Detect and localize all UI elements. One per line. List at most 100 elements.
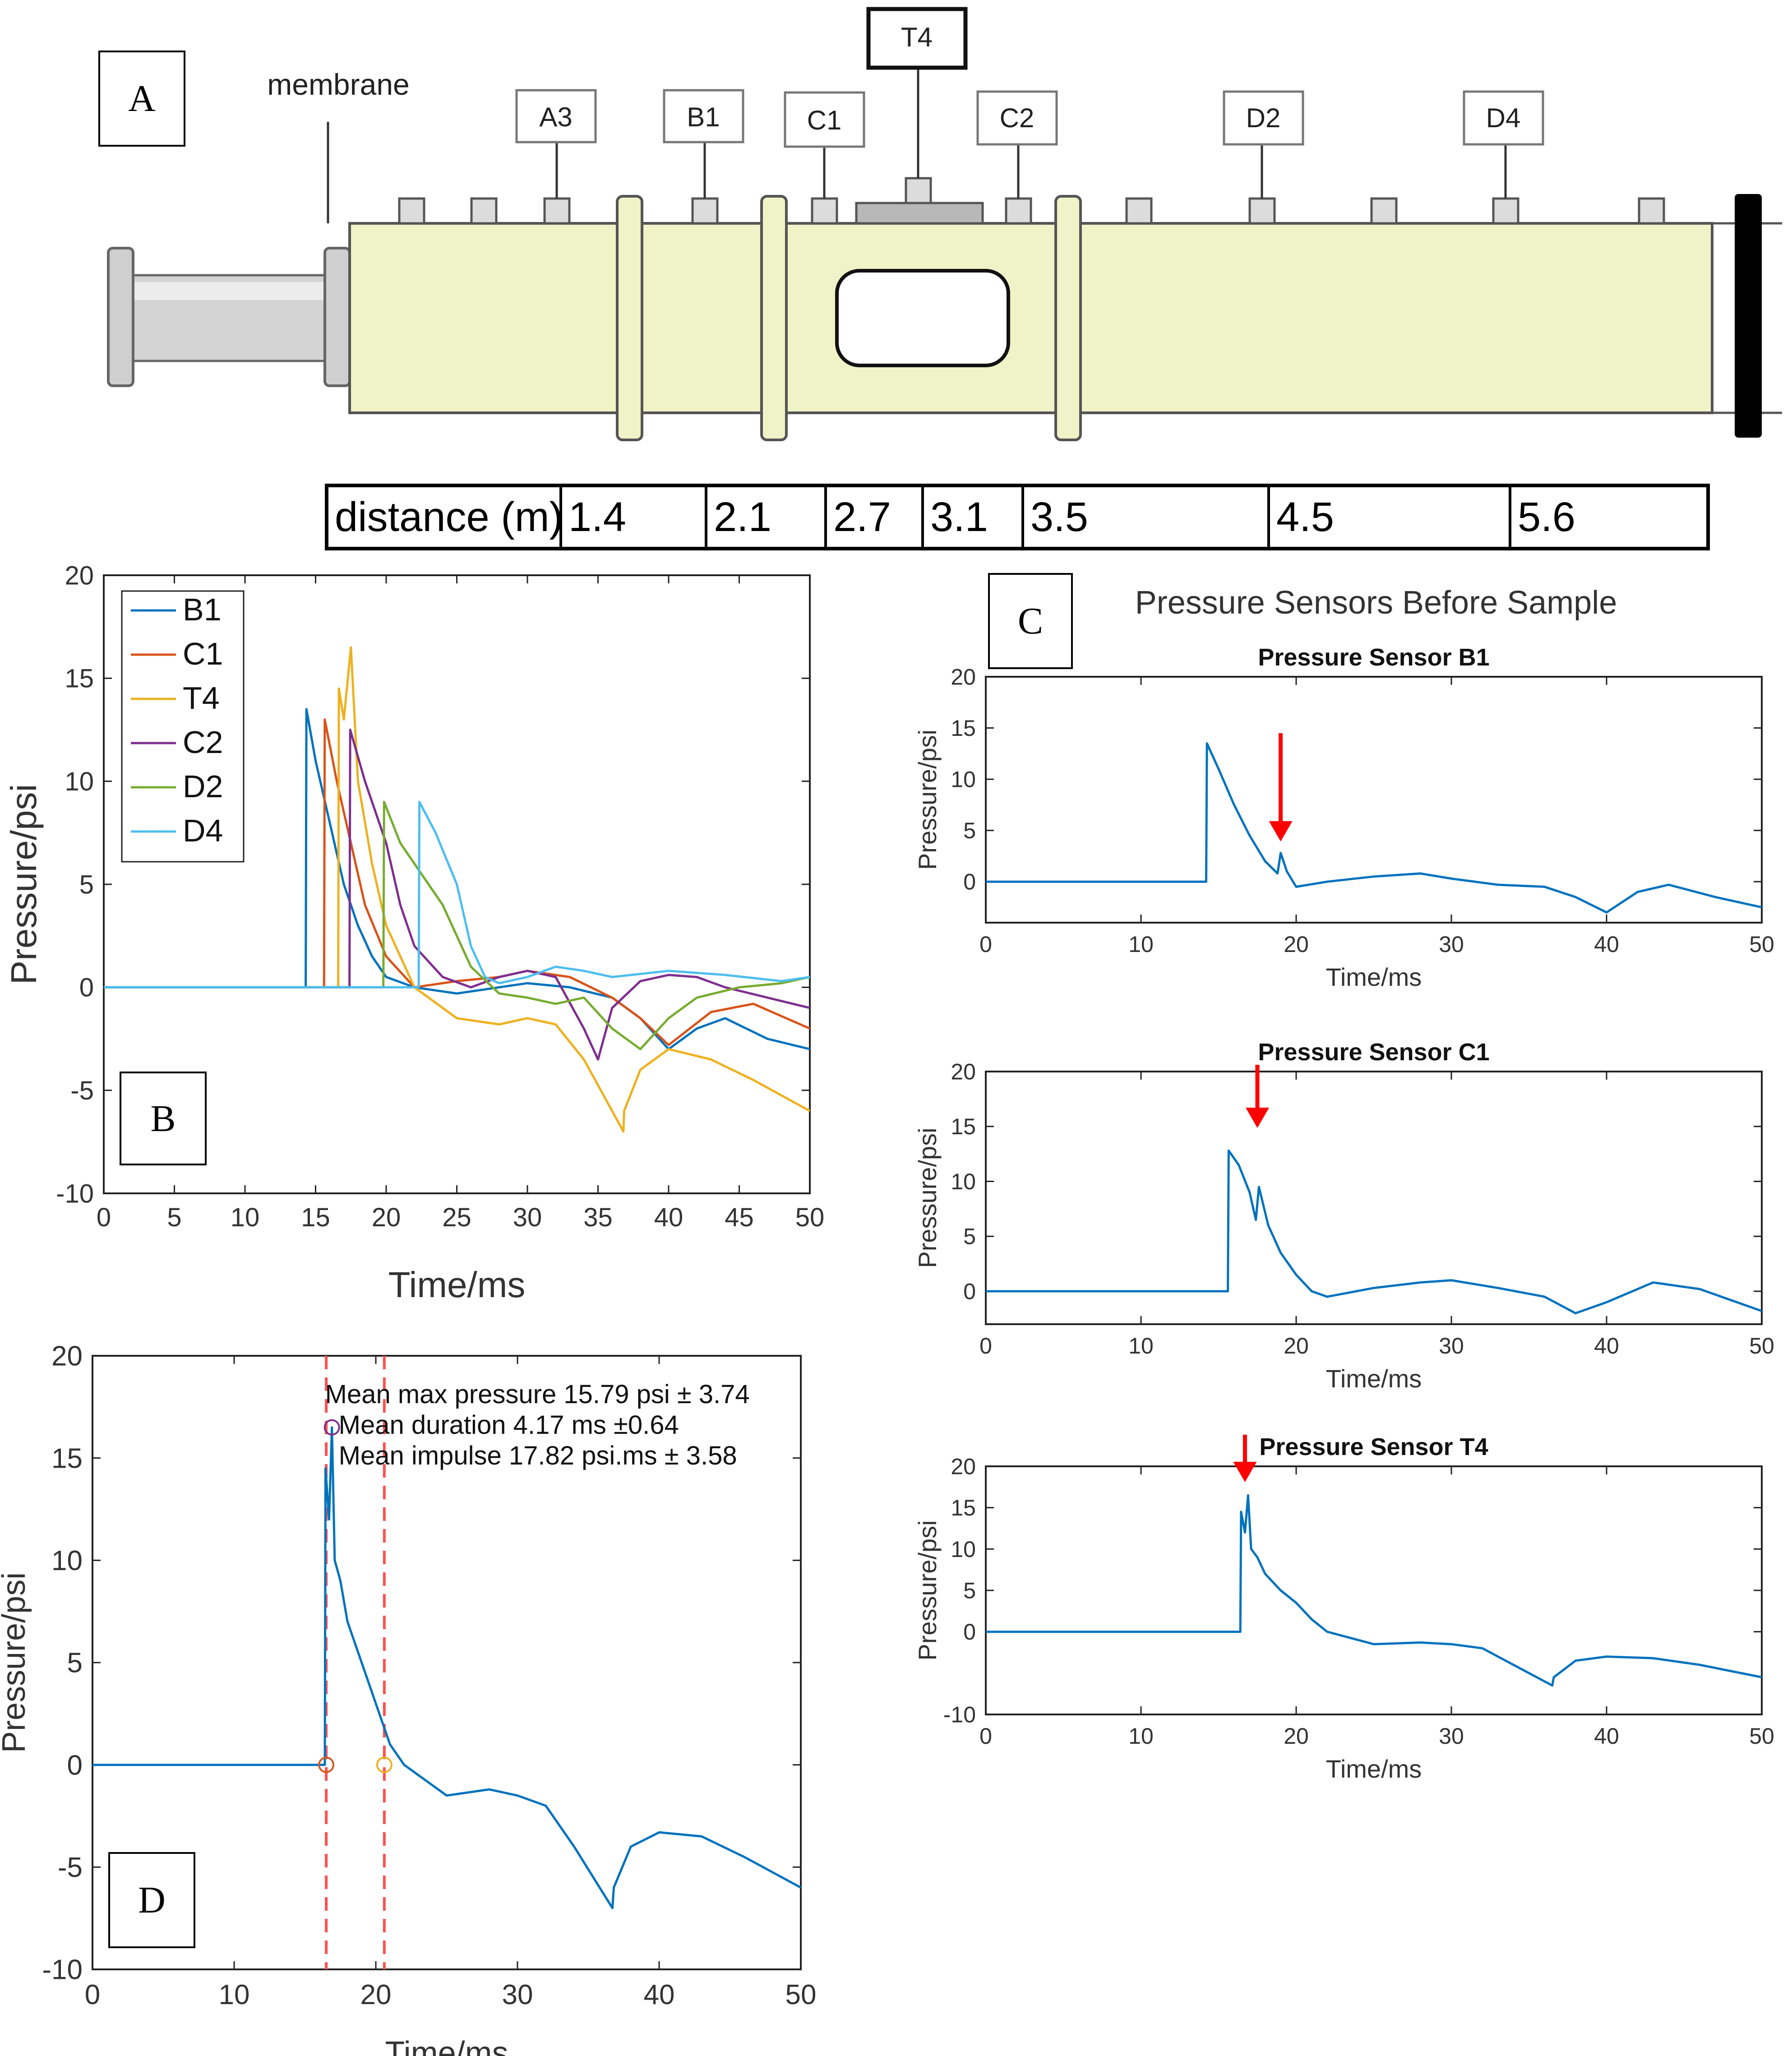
arrow-head [1246, 1108, 1269, 1128]
x-tick-label: 30 [1439, 1723, 1464, 1749]
x-tick-label: 50 [1749, 1333, 1774, 1358]
y-tick-label: 20 [51, 1341, 83, 1372]
y-tick-label: 5 [963, 1224, 976, 1249]
y-tick-label: 0 [67, 1750, 83, 1781]
gauge-c1 [811, 197, 838, 225]
sensor-box-a3 [515, 89, 597, 143]
y-tick-label: 15 [51, 1443, 83, 1474]
distance-value-2: 2.1 [707, 487, 827, 547]
x-tick-label: 50 [785, 1979, 817, 2010]
stats-annotation: Mean impulse 17.82 psi.ms ± 3.58 [339, 1441, 737, 1470]
y-axis-label: Pressure/psi [913, 730, 942, 870]
x-tick-label: 40 [1594, 1333, 1619, 1358]
legend-entry: T4 [183, 680, 220, 716]
x-tick-label: 10 [1128, 1723, 1154, 1749]
y-tick-label: 20 [65, 561, 94, 590]
legend-entry: C2 [183, 725, 223, 760]
x-axis-label: Time/ms [388, 1265, 526, 1305]
series-line-t4 [986, 1494, 1762, 1687]
distance-value-5: 3.5 [1024, 487, 1270, 547]
x-tick-label: 10 [219, 1979, 250, 2010]
sensor-label-d4: D4 [1486, 103, 1521, 133]
panel-label-b: B [120, 1072, 207, 1165]
x-tick-label: 40 [644, 1979, 675, 2010]
y-tick-label: 20 [951, 665, 976, 690]
y-tick-label: 5 [79, 870, 94, 899]
y-tick-label: 10 [951, 1537, 976, 1562]
x-tick-label: 45 [725, 1203, 754, 1232]
y-tick-label: 5 [963, 1578, 976, 1603]
y-tick-label: 5 [963, 818, 976, 843]
stats-annotation: Mean max pressure 15.79 psi ± 3.74 [325, 1380, 750, 1409]
y-tick-label: 0 [963, 1619, 976, 1645]
plot-area [985, 1465, 1763, 1715]
y-tick-label: 5 [67, 1648, 83, 1679]
series-line-c1 [986, 1149, 1762, 1315]
arrow-head [1269, 821, 1293, 841]
x-axis-label: Time/ms [385, 2035, 508, 2056]
y-tick-label: 0 [963, 869, 976, 895]
y-axis-label: Pressure/psi [4, 784, 44, 985]
plot-area [92, 1355, 802, 1970]
gauge [398, 197, 425, 225]
sensor-label-boxes [515, 7, 1544, 148]
series-line-t4 [104, 646, 811, 1133]
plot-area [985, 676, 1763, 924]
x-axis-label: Time/ms [1326, 963, 1422, 991]
x-tick-label: 30 [1439, 932, 1464, 957]
legend-entry: D2 [183, 769, 223, 804]
gauge-d2 [1248, 197, 1276, 225]
x-tick-label: 15 [301, 1203, 330, 1232]
apparatus-diagram: membrane [107, 7, 1782, 441]
sensor-box-t4 [866, 7, 968, 70]
sensor-label-a3: A3 [539, 102, 572, 132]
distance-value-6: 4.5 [1270, 487, 1511, 547]
main-tube [348, 222, 1713, 414]
series-line-t4 [92, 1426, 802, 1909]
driver-tube-highlight [129, 282, 332, 300]
arrow-head [1233, 1462, 1257, 1482]
x-axis-label: Time/ms [1326, 1364, 1422, 1393]
gauge-c2 [1005, 197, 1032, 225]
chart-b: 0 5 10 15 20 25 30 35 40 45 50 -10 -5 0 5 10 15 20 Time/ms… [4, 561, 824, 1305]
stats-annotation: Mean duration 4.17 ms ±0.64 [339, 1410, 679, 1440]
x-tick-label: 50 [1749, 1723, 1774, 1749]
x-tick-label: 30 [502, 1979, 533, 2010]
y-tick-label: -10 [943, 1702, 976, 1728]
x-tick-label: 20 [1284, 1333, 1309, 1358]
y-tick-label: 0 [963, 1279, 976, 1304]
distance-value-1: 1.4 [562, 487, 707, 547]
x-tick-label: 10 [1128, 932, 1154, 957]
y-tick-label: 15 [65, 664, 94, 693]
y-tick-label: -5 [58, 1852, 83, 1883]
plot-area [985, 1071, 1763, 1325]
y-tick-label: 10 [65, 767, 94, 796]
chart-title: Pressure Sensor B1 [1258, 644, 1489, 671]
y-tick-label: 10 [951, 1169, 976, 1194]
x-tick-label: 0 [979, 932, 992, 957]
chart-c-sensor-c1: 0 10 20 30 40 50 0 5 10 15 20 Time/ms Pressure/psi Pr… [913, 1039, 1774, 1393]
driver-right-flange [323, 247, 351, 387]
x-tick-label: 30 [1439, 1333, 1464, 1358]
sensor-box-d4 [1463, 90, 1544, 146]
x-tick-label: 0 [979, 1723, 992, 1749]
panel-c-title: Pressure Sensors Before Sample [1135, 585, 1617, 621]
membrane-label: membrane [267, 68, 409, 101]
series-line-c2 [104, 729, 810, 1061]
y-axis-label: Pressure/psi [913, 1520, 942, 1660]
data-marker [376, 1756, 393, 1773]
panel-label-c: C [988, 573, 1073, 669]
x-tick-label: 50 [1749, 932, 1774, 957]
y-tick-label: 20 [951, 1059, 976, 1085]
panel-label-d: D [108, 1852, 195, 1948]
y-tick-label: -5 [70, 1076, 94, 1105]
distance-value-4: 3.1 [924, 487, 1024, 547]
sensor-label-b1: B1 [687, 102, 720, 132]
gauge [1370, 197, 1398, 225]
x-tick-label: 40 [654, 1203, 684, 1232]
x-tick-label: 0 [979, 1333, 992, 1358]
y-axis-label: Pressure/psi [0, 1572, 32, 1753]
x-tick-label: 30 [513, 1203, 542, 1232]
